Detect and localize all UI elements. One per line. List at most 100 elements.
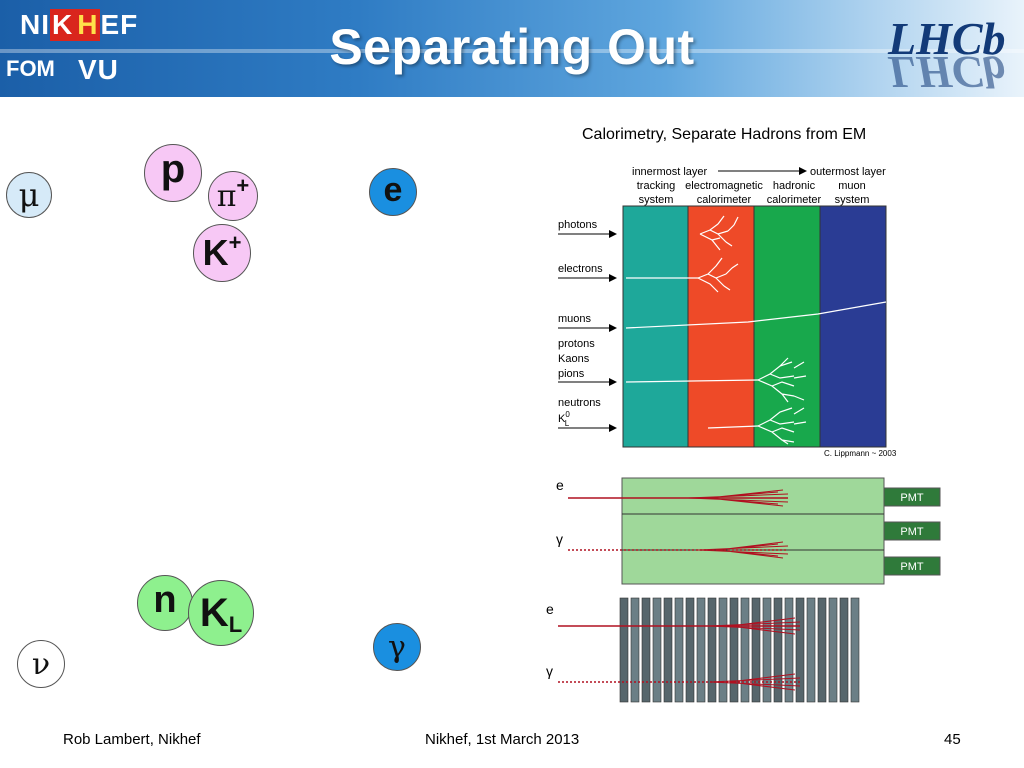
row-klong: K0 L — [558, 410, 570, 428]
crystal-e-shower — [687, 489, 789, 507]
sampling-plate — [795, 597, 805, 703]
nikhef-logo: NI K H EF — [20, 8, 138, 42]
proton-symbol: p — [160, 146, 186, 191]
hadronic-calorimeter-layer — [753, 205, 821, 448]
sampling-calorimeter-panel: e γ — [546, 597, 860, 703]
col-muon-l1: muon — [838, 180, 866, 192]
electron-symbol: e — [383, 170, 403, 209]
col-tracking-l2: system — [639, 194, 674, 206]
row-electrons: electrons — [558, 263, 603, 275]
neutron-bubble: n — [137, 575, 193, 631]
sampling-e-label: e — [546, 601, 554, 617]
page-number: 45 — [944, 731, 961, 748]
sampling-plate — [652, 597, 662, 703]
sampling-plate — [751, 597, 761, 703]
neutrino-bubble: ν — [17, 640, 65, 688]
sampling-plate — [740, 597, 750, 703]
sampling-plate — [817, 597, 827, 703]
kaon-symbol: K — [202, 232, 229, 273]
crystal-gamma-label: γ — [556, 531, 563, 547]
neutral-shower — [707, 407, 807, 445]
fom-logo: FOM — [6, 56, 55, 81]
pion-symbol: π — [216, 178, 237, 214]
diagram-credit: C. Lippmann ~ 2003 — [824, 449, 897, 458]
klong-subscript: L — [228, 612, 243, 637]
sampling-plate — [696, 597, 706, 703]
sampling-plate — [619, 597, 629, 703]
sampling-plate — [839, 597, 849, 703]
header-innermost: innermost layer — [632, 166, 708, 178]
photon-symbol: γ — [388, 629, 406, 665]
sampling-plate — [762, 597, 772, 703]
row-klong-sub: L — [565, 419, 570, 428]
sampling-gamma-shower — [709, 673, 801, 691]
sampling-plate — [784, 597, 794, 703]
sampling-plate — [773, 597, 783, 703]
header-banner — [0, 0, 1024, 97]
kaon-charge: + — [228, 230, 242, 255]
neutrino-symbol: ν — [31, 646, 51, 682]
photon-shower — [699, 215, 739, 251]
col-tracking-l1: tracking — [637, 180, 676, 192]
muon-bubble: μ — [6, 172, 52, 218]
pmt-3-label: PMT — [900, 561, 924, 573]
row-kaons: Kaons — [558, 353, 590, 365]
nikhef-logo-right: EF — [100, 9, 139, 40]
pmt-1 — [883, 487, 941, 507]
footer-author: Rob Lambert, Nikhef — [63, 731, 201, 748]
row-neutrons: neutrons — [558, 397, 601, 409]
crystal-gamma-shower — [697, 541, 789, 559]
sampling-plate — [663, 597, 673, 703]
muon-symbol: μ — [18, 176, 40, 214]
nikhef-logo-k: K — [50, 9, 76, 41]
row-muons: muons — [558, 313, 592, 325]
hadron-track — [625, 379, 759, 383]
sampling-plate — [630, 597, 640, 703]
sampling-plate — [707, 597, 717, 703]
row-protons: protons — [558, 338, 595, 350]
proton-bubble: p — [144, 144, 202, 202]
footer-date: Nikhef, 1st March 2013 — [425, 731, 580, 748]
sampling-plate — [674, 597, 684, 703]
row-klong-sup: 0 — [565, 410, 570, 419]
klong-symbol: K — [199, 590, 229, 635]
sampling-plates — [619, 597, 860, 703]
pmt-2 — [883, 521, 941, 541]
diagram-caption: Calorimetry, Separate Hadrons from EM — [582, 126, 867, 143]
nikhef-logo-left: NI — [20, 9, 50, 40]
col-muon-l2: system — [835, 194, 870, 206]
em-calorimeter-layer — [687, 205, 755, 448]
header-outermost: outermost layer — [810, 166, 886, 178]
sampling-plate — [718, 597, 728, 703]
muon-system-layer — [819, 205, 887, 448]
row-pions: pions — [558, 368, 585, 380]
electron-shower — [697, 257, 739, 293]
detector-layers-diagram: innermost layer outermost layer tracking… — [558, 166, 897, 458]
hadron-shower — [757, 357, 807, 403]
photon-bubble: γ — [373, 623, 421, 671]
row-klong-k: K — [558, 413, 566, 425]
col-hadronic-l1: hadronic — [773, 180, 816, 192]
sampling-plate — [828, 597, 838, 703]
row-photons: photons — [558, 219, 598, 231]
particle-tracks — [625, 215, 887, 445]
col-em-l1: electromagnetic — [685, 180, 763, 192]
pmt-1-label: PMT — [900, 492, 924, 504]
muon-track — [625, 301, 887, 329]
sampling-plate — [806, 597, 816, 703]
sampling-plate — [685, 597, 695, 703]
sampling-e-shower — [709, 617, 801, 635]
sampling-plate — [729, 597, 739, 703]
pion-bubble: π + — [208, 171, 258, 221]
pmt-3 — [883, 556, 941, 576]
pmt-2-label: PMT — [900, 526, 924, 538]
pion-charge: + — [236, 173, 250, 198]
col-hadronic-l2: calorimeter — [767, 194, 822, 206]
electron-bubble: e — [369, 168, 417, 216]
crystal-calorimeter-panel: e γ PMT PMT PMT — [556, 477, 941, 585]
header-stripe — [0, 49, 1024, 53]
slide-title: Separating Out — [329, 19, 695, 75]
crystal-e-label: e — [556, 477, 564, 493]
nikhef-logo-h: H — [75, 9, 101, 41]
